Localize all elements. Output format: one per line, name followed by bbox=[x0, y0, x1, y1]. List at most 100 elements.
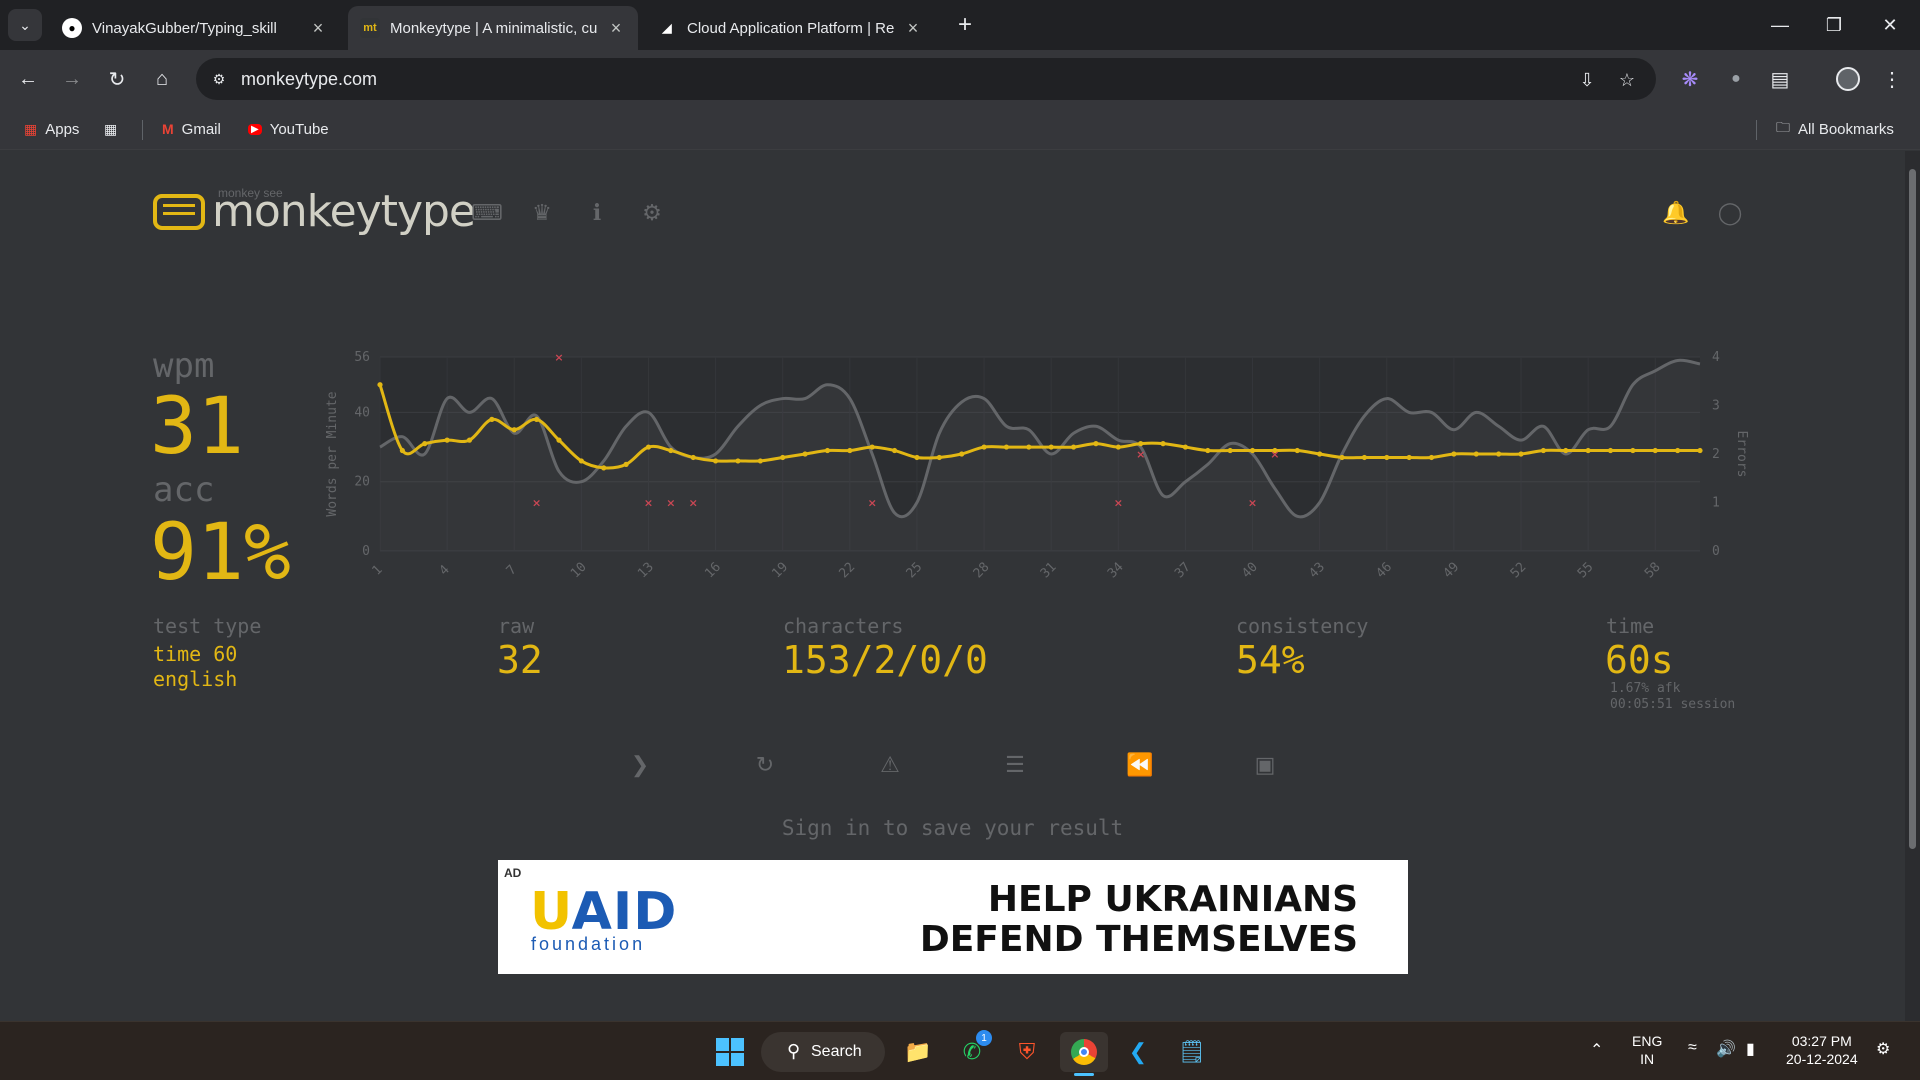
chart-wpm-point bbox=[981, 444, 987, 450]
file-explorer-icon[interactable]: 📁 bbox=[904, 1039, 932, 1064]
watch-replay-button[interactable]: ⏪ bbox=[1122, 747, 1158, 783]
extension-mouse-icon[interactable]: ● bbox=[1731, 70, 1741, 87]
ad-brand-logo: UAID bbox=[530, 882, 677, 942]
time-value[interactable]: 60s bbox=[1605, 638, 1674, 682]
menu-kebab-icon[interactable]: ⋮ bbox=[1882, 68, 1902, 91]
bookmark-gmail[interactable]: M Gmail bbox=[162, 118, 221, 140]
chart-wpm-point bbox=[444, 437, 450, 443]
tab-monkeytype[interactable]: mt Monkeytype | A minimalistic, cu × bbox=[348, 6, 638, 50]
back-button[interactable]: ← bbox=[12, 63, 44, 95]
words-history-button[interactable]: ☰ bbox=[997, 747, 1033, 783]
site-info-icon[interactable]: ⚙ bbox=[212, 70, 226, 87]
chart-wpm-point bbox=[757, 458, 763, 464]
url-text[interactable]: monkeytype.com bbox=[241, 69, 378, 89]
wpm-value[interactable]: 31 bbox=[150, 382, 244, 472]
extension-brain-icon[interactable]: ❋ bbox=[1681, 68, 1699, 91]
info-icon[interactable]: i bbox=[592, 200, 602, 226]
chart-wpm-point bbox=[1249, 447, 1256, 454]
chart-wpm-point bbox=[1272, 447, 1278, 454]
chart-xtick-label: 55 bbox=[1575, 560, 1597, 582]
monkeytype-logo-icon[interactable] bbox=[153, 194, 205, 230]
chart-wpm-point bbox=[1070, 444, 1077, 450]
chart-xtick-label: 52 bbox=[1508, 560, 1530, 582]
chart-wpm-point bbox=[914, 454, 920, 461]
restore-button[interactable]: ❐ bbox=[1806, 0, 1862, 50]
practice-words-button[interactable]: ⚠ bbox=[872, 747, 908, 783]
acc-value[interactable]: 91% bbox=[150, 508, 291, 598]
volume-icon[interactable]: 🔊 bbox=[1716, 1041, 1736, 1058]
keyboard-icon[interactable]: ⌨ bbox=[471, 200, 503, 225]
ad-tag: AD bbox=[504, 866, 522, 880]
all-bookmarks[interactable]: 🗀 All Bookmarks bbox=[1776, 118, 1894, 140]
vscode-icon[interactable]: ❮ bbox=[1128, 1039, 1148, 1064]
minimize-button[interactable]: — bbox=[1752, 0, 1808, 50]
tab-render[interactable]: ◢ Cloud Application Platform | Re × bbox=[645, 6, 935, 50]
bookmark-youtube[interactable]: ▶ YouTube bbox=[248, 118, 329, 140]
chrome-icon[interactable] bbox=[1060, 1032, 1108, 1072]
page-scrollbar[interactable] bbox=[1905, 151, 1920, 1021]
chart-wpm-point bbox=[1652, 447, 1658, 454]
home-button[interactable]: ⌂ bbox=[146, 63, 178, 95]
crown-icon[interactable]: ♛ bbox=[532, 200, 552, 225]
chart-wpm-point bbox=[556, 437, 562, 443]
logo-text[interactable]: monkeytype bbox=[212, 186, 476, 237]
bookmark-star-icon[interactable]: ☆ bbox=[1618, 69, 1636, 90]
install-app-icon[interactable]: ⇩ bbox=[1579, 69, 1595, 90]
chart-error-mark: × bbox=[689, 497, 698, 510]
forward-button[interactable]: → bbox=[56, 63, 88, 95]
close-window-button[interactable]: ✕ bbox=[1862, 0, 1918, 50]
ad-banner[interactable]: AD UAID foundation HELP UKRAINIANS DEFEN… bbox=[498, 860, 1408, 974]
battery-icon[interactable]: ▮ bbox=[1746, 1041, 1755, 1058]
language-indicator[interactable]: ENG IN bbox=[1632, 1032, 1662, 1068]
profile-avatar[interactable] bbox=[1832, 63, 1864, 95]
raw-value[interactable]: 32 bbox=[497, 638, 543, 682]
reload-button[interactable]: ↻ bbox=[101, 63, 133, 95]
wifi-icon[interactable]: ≈ bbox=[1688, 1039, 1697, 1056]
chart-wpm-point bbox=[601, 465, 607, 471]
user-icon[interactable]: ◯ bbox=[1717, 200, 1743, 225]
bell-icon[interactable]: 🔔 bbox=[1662, 200, 1690, 225]
chart-xtick-label: 16 bbox=[702, 560, 724, 582]
notifications-icon[interactable]: ⚙ bbox=[1876, 1041, 1891, 1058]
new-tab-button[interactable]: + bbox=[950, 10, 980, 40]
chart-xtick-label: 49 bbox=[1441, 560, 1463, 582]
characters-value[interactable]: 153/2/0/0 bbox=[782, 638, 988, 682]
restart-test-button[interactable]: ↻ bbox=[747, 747, 783, 783]
tab-title: Cloud Application Platform | Re bbox=[687, 19, 895, 37]
close-icon[interactable]: × bbox=[312, 17, 324, 38]
windows-start-icon[interactable] bbox=[710, 1032, 750, 1072]
chart-error-mark: × bbox=[644, 497, 653, 510]
taskbar-search[interactable]: ⚲ Search bbox=[761, 1032, 885, 1072]
whatsapp-icon[interactable]: ✆ 1 bbox=[952, 1030, 992, 1072]
bookmark-apps[interactable]: ▦ Apps bbox=[24, 118, 79, 140]
close-icon[interactable]: × bbox=[907, 17, 919, 38]
chevron-down-icon: ⌄ bbox=[19, 16, 31, 33]
chart-ylabel: Words per Minute bbox=[325, 391, 340, 516]
clock[interactable]: 03:27 PM 20-12-2024 bbox=[1786, 1032, 1858, 1068]
browser-toolbar: ← → ↻ ⌂ ⚙ monkeytype.com ⇩ ☆ ❋ ● ▤ ⋮ bbox=[0, 50, 1920, 108]
tab-search-button[interactable]: ⌄ bbox=[8, 9, 42, 41]
github-icon: ● bbox=[62, 18, 82, 38]
chart-xtick-label: 28 bbox=[971, 560, 993, 582]
chart-wpm-point bbox=[1585, 447, 1591, 454]
close-icon[interactable]: × bbox=[610, 17, 622, 38]
sign-in-prompt[interactable]: Sign in to save your result bbox=[781, 816, 1124, 840]
extensions-puzzle-icon[interactable]: ▤ bbox=[1770, 68, 1790, 91]
align-left-icon: ☰ bbox=[1005, 752, 1025, 777]
bookmark-tab-groups[interactable]: ▦ bbox=[104, 118, 125, 140]
chevron-up-icon[interactable]: ⌃ bbox=[1590, 1042, 1604, 1059]
render-icon: ◢ bbox=[662, 21, 672, 35]
chart-wpm-point bbox=[1518, 451, 1524, 457]
next-test-button[interactable]: ❯ bbox=[622, 747, 658, 783]
consistency-value[interactable]: 54% bbox=[1236, 638, 1305, 682]
tab-github[interactable]: ● VinayakGubber/Typing_skill × bbox=[50, 6, 340, 50]
chart-xtick-label: 19 bbox=[769, 560, 791, 582]
scrollbar-thumb[interactable] bbox=[1909, 169, 1916, 849]
address-bar[interactable]: ⚙ monkeytype.com ⇩ ☆ bbox=[196, 58, 1656, 100]
brave-icon[interactable]: ⛨ bbox=[1018, 1039, 1036, 1064]
gear-icon[interactable]: ⚙ bbox=[642, 200, 662, 225]
notepad-icon[interactable]: 🗒 bbox=[1178, 1039, 1206, 1064]
bookmark-label: Gmail bbox=[181, 120, 221, 138]
save-screenshot-button[interactable]: ▣ bbox=[1247, 747, 1283, 783]
chart-y2tick-label: 1 bbox=[1712, 496, 1720, 511]
